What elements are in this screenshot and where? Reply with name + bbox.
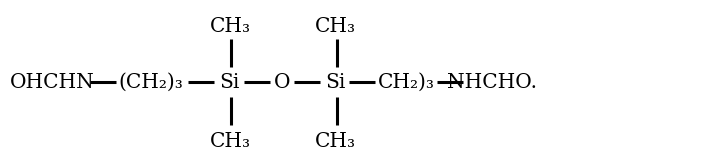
Text: Si: Si xyxy=(325,72,345,92)
Text: CH₃: CH₃ xyxy=(315,132,356,151)
Text: Si: Si xyxy=(220,72,240,92)
Text: O: O xyxy=(273,72,290,92)
Text: CH₃: CH₃ xyxy=(315,17,356,36)
Text: CH₃: CH₃ xyxy=(209,17,250,36)
Text: NHCHO.: NHCHO. xyxy=(447,72,537,92)
Text: CH₃: CH₃ xyxy=(209,132,250,151)
Text: CH₂)₃: CH₂)₃ xyxy=(378,72,434,92)
Text: OHCHN: OHCHN xyxy=(11,72,95,92)
Text: (CH₂)₃: (CH₂)₃ xyxy=(119,72,183,92)
